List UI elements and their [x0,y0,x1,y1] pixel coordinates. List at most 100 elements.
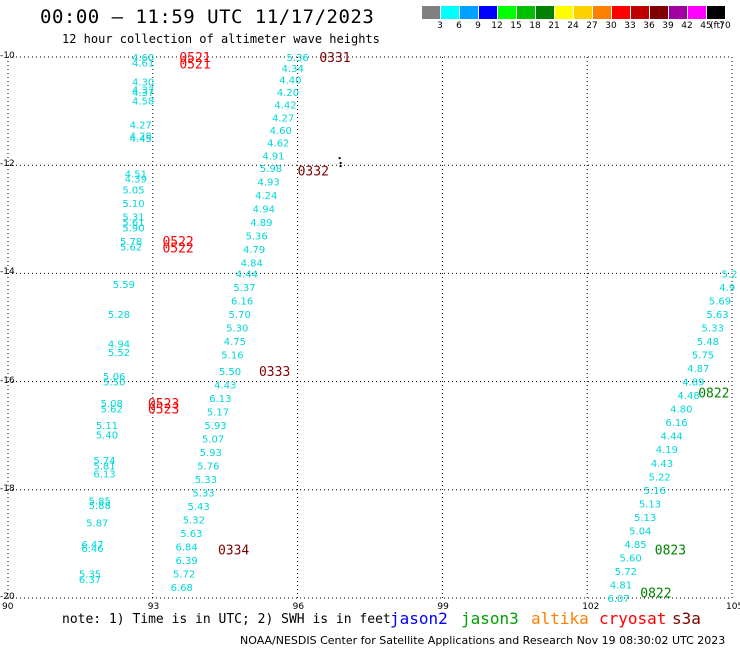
pass-label: 0334 [218,543,249,558]
wave-height-label: 5.87 [86,518,108,529]
wave-height-label: 5.48 [697,337,719,348]
wave-height-label: 5.16 [221,351,243,362]
wave-height-label: 5.04 [629,526,651,537]
pass-label: 0523 [148,403,179,418]
wave-height-label: 4.43 [651,459,673,470]
wave-height-label: 4.34 [282,64,304,75]
wave-height-label: 5.75 [692,351,714,362]
wave-height-label: 6.84 [175,543,197,554]
legend-label: 21 [548,21,560,31]
wave-height-label: 4.24 [255,191,277,202]
wave-height-label: 5.85 [89,497,111,508]
wave-height-label: 5.61 [122,218,144,229]
wave-height-label: 4.48 [677,391,699,402]
wave-height-label: 4.94 [108,340,130,351]
wave-height-label: 5.33 [195,475,217,486]
wave-height-label: 4.44 [661,432,683,443]
wave-height-label: 4.43 [214,380,236,391]
wave-height-label: 5.11 [96,421,118,432]
island-mark [339,162,342,165]
wave-height-label: 5.40 [96,431,118,442]
y-tick-label: -14 [0,267,15,278]
legend-swatch [460,6,478,19]
wave-height-label: 5.33 [192,489,214,500]
pass-label: 0331 [319,51,350,66]
wave-height-label: 5.43 [188,502,210,513]
legend-swatch [536,6,554,19]
wave-height-label: 5.31 [122,213,144,224]
wave-height-label: 5.50 [103,378,125,389]
wave-height-label: 4.89 [250,218,272,229]
legend-label: 33 [624,21,636,31]
wave-height-label: 4.93 [258,177,280,188]
satellite-label: altika [531,609,589,628]
wave-height-label: 6.13 [209,394,231,405]
wave-height-label: 4.62 [267,138,289,149]
legend-swatch [498,6,516,19]
wave-height-label: 4.79 [243,245,265,256]
wave-height-label: 4.51 [125,169,147,180]
satellite-label: cryosat [599,609,667,628]
wave-height-label: 5.98 [260,164,282,175]
legend-swatch [650,6,668,19]
y-tick-label: -18 [0,483,15,494]
wave-height-label: 4.27 [272,114,294,125]
pass-label: 0333 [259,365,290,380]
wave-height-label: 6.68 [171,583,193,594]
legend-swatch [517,6,535,19]
y-tick-label: -20 [0,592,15,602]
x-tick-label: 90 [2,602,14,612]
pass-label: 0822 [698,386,729,401]
pass-label: 0521 [179,51,210,66]
wave-height-label: 5.35 [79,570,101,581]
x-tick-label: 105 [726,602,740,612]
credit-line: NOAA/NESDIS Center for Satellite Applica… [240,634,726,647]
wave-height-label: 4.85 [624,540,646,551]
wave-height-label: 5.62 [120,242,142,253]
wave-height-label: 5.63 [180,529,202,540]
legend-label: 39 [662,21,674,31]
wave-height-label: 4.44 [236,269,258,280]
legend-label: 70 [719,21,731,31]
page-subtitle: 12 hour collection of altimeter wave hei… [62,32,380,46]
wave-height-label: 5.78 [120,237,142,248]
page-title: 00:00 – 11:59 UTC 11/17/2023 [40,6,375,28]
wave-height-label: 5.36 [286,53,308,64]
satellite-label: s3a [672,609,701,628]
wave-height-label: 5.59 [113,280,135,291]
island-mark [339,165,342,168]
wave-height-label: 5.13 [634,513,656,524]
wave-height-label: 4.60 [270,126,292,137]
wave-height-label: 5.74 [93,456,115,467]
wave-height-label: 5.60 [620,553,642,564]
wave-height-label: 4.91 [262,151,284,162]
legend-swatch [555,6,573,19]
legend-label: 42 [681,21,693,31]
legend-unit: (ft) [710,21,724,31]
wave-height-label: 4.94 [253,204,275,215]
wave-height-label: 6.13 [93,470,115,481]
legend-label: 24 [567,21,579,31]
wave-height-label: 6.16 [231,296,253,307]
legend-label: 18 [529,21,541,31]
wave-height-label: 5.2 [722,269,738,280]
wave-height-label: 5.93 [204,421,226,432]
wave-height-label: 4.89 [682,378,704,389]
wave-height-label: 4.80 [670,405,692,416]
legend-swatch [422,6,440,19]
legend-swatch [441,6,459,19]
pass-label: 0522 [162,235,193,250]
y-tick-label: -12 [0,159,15,170]
wave-height-label: 5.37 [233,283,255,294]
legend-swatch [631,6,649,19]
wave-height-label: 6.39 [175,556,197,567]
wave-height-label: 6.46 [81,544,103,555]
legend-label: 9 [475,21,481,31]
island-mark [338,157,341,160]
satellite-label: jason2 [390,609,448,628]
wave-height-label: 4.61 [132,58,154,69]
legend-swatch [612,6,630,19]
wave-height-label: 5.28 [108,310,130,321]
wave-height-label: 5.16 [644,486,666,497]
